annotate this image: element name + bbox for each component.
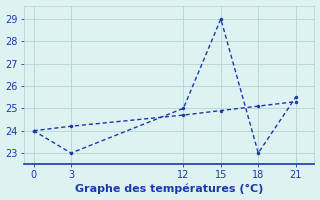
- X-axis label: Graphe des températures (°C): Graphe des températures (°C): [75, 184, 263, 194]
